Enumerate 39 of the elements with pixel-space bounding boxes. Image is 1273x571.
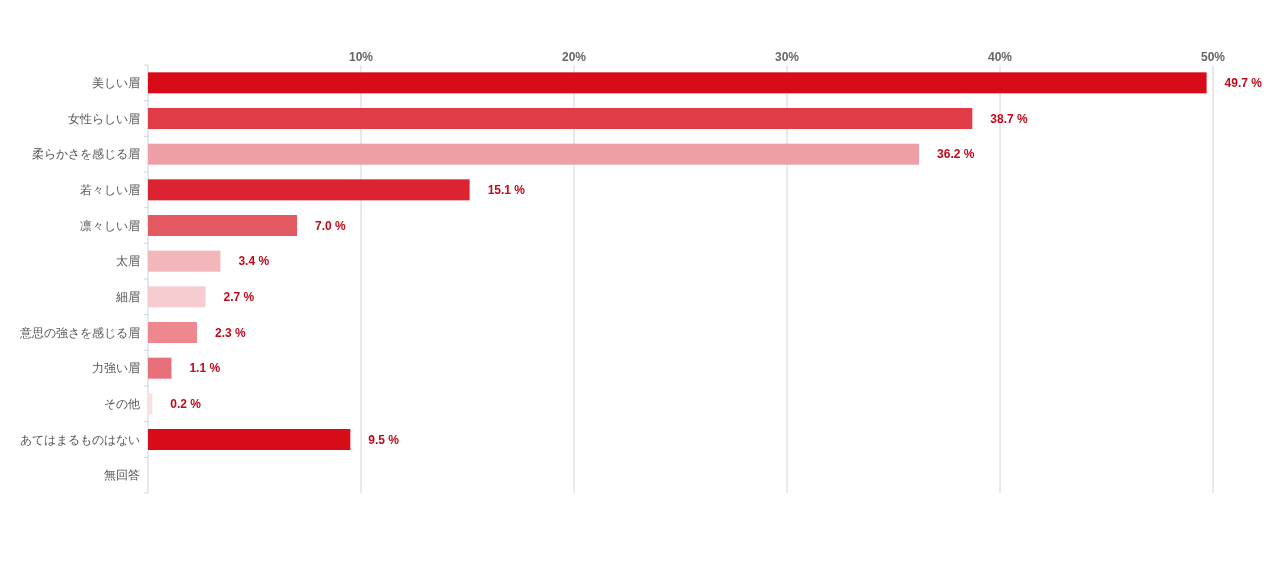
bar [148, 429, 351, 450]
data-label: 49.7 % [1224, 75, 1263, 90]
data-label: 38.7 % [990, 111, 1028, 126]
bar [148, 179, 470, 201]
x-tick-label: 40% [987, 50, 1013, 64]
y-tick-label: 凛々しい眉 [80, 218, 140, 233]
bar [148, 108, 973, 129]
data-label: 9.5 % [368, 432, 400, 447]
y-tick-label: その他 [104, 396, 140, 411]
data-label: 0.2 % [170, 396, 202, 411]
bar [148, 393, 153, 415]
y-tick-label: 若々しい眉 [80, 182, 140, 197]
bar [148, 215, 298, 236]
y-tick-label: 無回答 [104, 468, 140, 483]
data-label: 2.7 % [223, 289, 255, 304]
data-label: 2.3 % [214, 325, 247, 340]
bar [148, 72, 1207, 94]
data-label: 1.1 % [189, 361, 221, 376]
y-tick-label: あてはまるものはない [20, 432, 140, 447]
data-label: 7.0 % [315, 218, 347, 233]
bar [148, 322, 197, 343]
x-tick-label: 50% [1200, 50, 1226, 64]
x-tick-label: 20% [561, 50, 587, 64]
bar [148, 357, 172, 379]
bar [148, 143, 920, 165]
data-label: 36.2 % [937, 147, 975, 162]
data-label: 15.1 % [487, 182, 526, 197]
y-tick-label: 細眉 [115, 289, 140, 304]
bar [148, 250, 221, 272]
y-tick-label: 女性らしい眉 [68, 111, 140, 126]
data-label: 3.4 % [238, 254, 270, 269]
x-tick-label: 10% [348, 50, 374, 64]
y-tick-label: 力強い眉 [92, 361, 140, 376]
y-tick-label: 柔らかさを感じる眉 [32, 147, 140, 162]
y-tick-label: 美しい眉 [92, 75, 140, 90]
bar [148, 286, 206, 308]
y-tick-label: 太眉 [116, 254, 140, 269]
y-tick-label: 意思の強さを感じる眉 [19, 325, 140, 340]
x-tick-label: 30% [774, 50, 800, 64]
